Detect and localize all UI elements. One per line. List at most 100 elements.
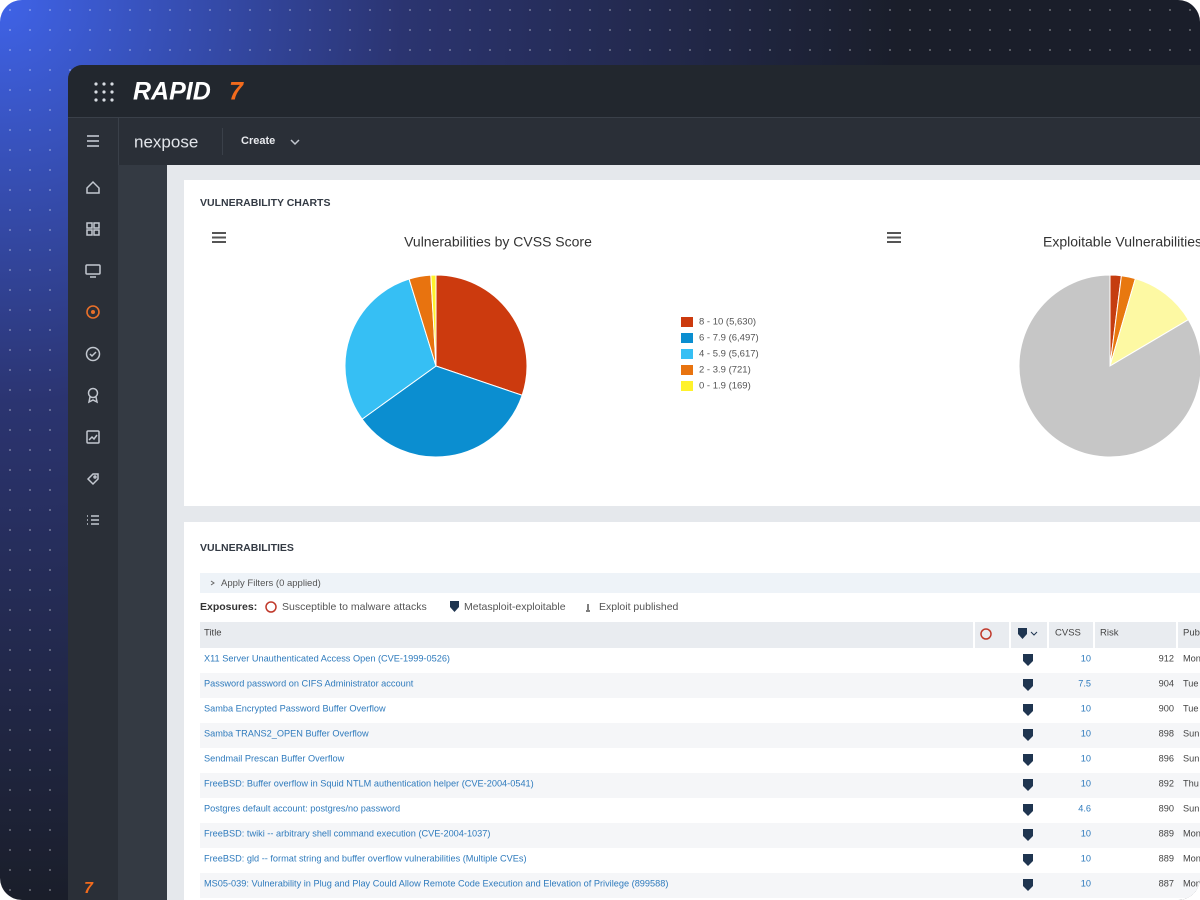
pie-slice (1109, 277, 1190, 368)
table-header (200, 622, 1200, 648)
pie-slice (1018, 274, 1200, 458)
administration-icon[interactable] (87, 515, 99, 525)
metasploit-icon (1023, 829, 1033, 841)
metasploit-column-icon[interactable] (1018, 628, 1027, 639)
remediation-icon[interactable] (87, 387, 99, 404)
tags-icon[interactable] (86, 473, 99, 486)
legend-label: 2 - 3.9 (721) (699, 365, 751, 376)
row-stripe (200, 673, 1200, 698)
sidebar-strip (118, 165, 167, 900)
legend-label: 6 - 7.9 (6,497) (699, 333, 759, 344)
chart-title: Vulnerabilities by CVSS Score (404, 234, 592, 250)
legend-label: 4 - 5.9 (5,617) (699, 349, 759, 360)
risk-score: 904 (1159, 678, 1174, 688)
metasploit-icon (1023, 879, 1033, 891)
metasploit-icon (1023, 729, 1033, 741)
filter-bar[interactable] (200, 573, 1200, 593)
vulnerability-title[interactable]: Samba TRANS2_OPEN Buffer Overflow (204, 728, 369, 738)
vulnerability-title[interactable]: FreeBSD: twiki -- arbitrary shell comman… (204, 828, 490, 838)
chart-title: Exploitable Vulnerabilities (1043, 234, 1200, 250)
chart-menu[interactable] (887, 232, 901, 243)
dashboard-icon[interactable] (86, 222, 100, 236)
cvss-score: 10 (1081, 828, 1091, 838)
pie-slice (344, 278, 437, 420)
metasploit-icon (1023, 754, 1033, 766)
vulnerability-title[interactable]: Samba Encrypted Password Buffer Overflow (204, 703, 386, 713)
exploit-icon (586, 604, 590, 612)
expand-icon (210, 580, 215, 586)
table-body: X11 Server Unauthenticated Access Open (… (200, 653, 1200, 898)
panel-title: VULNERABILITIES (200, 542, 294, 554)
apps-icon[interactable] (94, 82, 114, 102)
metasploit-icon (1023, 854, 1033, 866)
risk-score: 887 (1159, 878, 1174, 888)
exposures-label: Exposures: (200, 601, 257, 613)
published-date: Sun (1183, 728, 1199, 738)
vulnerability-title[interactable]: Password password on CIFS Administrator … (204, 678, 414, 688)
vulnerability-title[interactable]: FreeBSD: gld -- format string and buffer… (204, 853, 527, 863)
vulnerability-title[interactable]: MS05-039: Vulnerability in Plug and Play… (204, 878, 668, 888)
sidebar (68, 165, 118, 900)
metasploit-icon (450, 601, 459, 612)
assets-icon[interactable] (85, 264, 101, 278)
row-stripe (200, 823, 1200, 848)
column-header[interactable]: Title (204, 628, 222, 639)
risk-score: 896 (1159, 753, 1174, 763)
logo-mark: 7 (229, 78, 244, 106)
column-header[interactable]: CVSS (1055, 628, 1081, 639)
sidebar-icons: 7 (84, 180, 101, 897)
column-header[interactable]: Published (1183, 628, 1200, 639)
footer-logo-mark: 7 (84, 880, 94, 897)
panel-title: VULNERABILITY CHARTS (200, 197, 330, 209)
published-date: Thu (1183, 778, 1199, 788)
column-dividers (973, 622, 1178, 648)
exposure-item: Susceptible to malware attacks (282, 601, 427, 613)
logo: RAPID (133, 78, 211, 106)
metasploit-icon (1023, 704, 1033, 716)
row-stripe (200, 873, 1200, 898)
column-header[interactable]: Risk (1100, 628, 1119, 639)
policies-icon[interactable] (85, 346, 101, 362)
cvss-score: 10 (1081, 853, 1091, 863)
chart-menu[interactable] (212, 232, 226, 243)
malware-icon (265, 601, 277, 613)
vulnerability-title[interactable]: X11 Server Unauthenticated Access Open (… (204, 653, 450, 663)
metasploit-icon (1023, 679, 1033, 691)
risk-score: 889 (1159, 853, 1174, 863)
menu-toggle[interactable] (87, 135, 99, 147)
cvss-score: 10 (1081, 728, 1091, 738)
malware-column-icon[interactable] (980, 628, 992, 640)
vulnerability-title[interactable]: Sendmail Prescan Buffer Overflow (204, 753, 345, 763)
published-date: Tue (1183, 678, 1199, 688)
published-date: Mon (1183, 653, 1200, 663)
vulnerability-title[interactable]: Postgres default account: postgres/no pa… (204, 803, 400, 813)
chevron-icon (290, 139, 300, 146)
product-name: nexpose (134, 132, 198, 151)
home-icon[interactable] (86, 180, 100, 194)
vulnerability-title[interactable]: FreeBSD: Buffer overflow in Squid NTLM a… (204, 778, 534, 788)
nav-bar (68, 117, 1200, 165)
cvss-score: 10 (1081, 753, 1091, 763)
risk-score: 890 (1159, 803, 1174, 813)
legend-swatch (681, 365, 693, 375)
legend-swatch (681, 381, 693, 391)
reports-icon[interactable] (86, 430, 100, 444)
published-date: Mon (1183, 853, 1200, 863)
cvss-score: 4.6 (1078, 803, 1091, 813)
pie-slice (361, 365, 523, 458)
metasploit-icon (1023, 779, 1033, 791)
filter-label[interactable]: Apply Filters (0 applied) (221, 578, 321, 589)
metasploit-icon (1023, 804, 1033, 816)
risk-score: 889 (1159, 828, 1174, 838)
published-date: Sun (1183, 753, 1199, 763)
create-menu[interactable]: Create (241, 135, 275, 147)
cvss-score: 10 (1081, 878, 1091, 888)
risk-score: 912 (1159, 653, 1174, 663)
vulnerabilities-icon[interactable] (86, 305, 100, 319)
chevron-icon (1030, 631, 1038, 636)
cvss-score: 10 (1081, 653, 1091, 663)
legend-swatch (681, 349, 693, 359)
legend-swatch (681, 317, 693, 327)
